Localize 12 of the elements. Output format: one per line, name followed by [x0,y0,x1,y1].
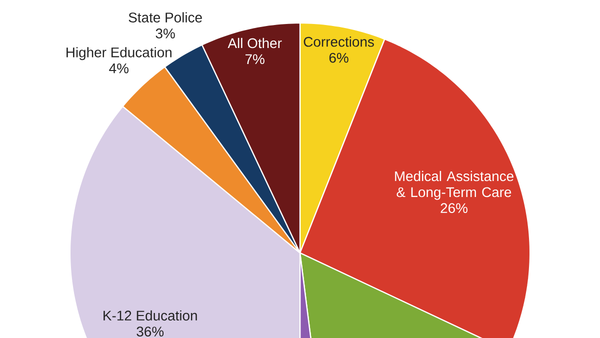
slice-label: Medical Assistance & Long-Term Care [395,170,514,200]
data-label: 4% [109,63,128,74]
slice-label: State Police [128,12,202,22]
data-label: 26% [440,203,468,214]
slice-label: All Other [228,38,282,48]
slice-label: Corrections [304,36,374,47]
data-label: 3% [156,28,175,38]
data-label: 6% [329,52,348,63]
slice-label: Higher Education [66,47,172,60]
slice-label: K-12 Education [104,310,197,321]
data-label: 36% [136,326,164,337]
data-label: 7% [245,54,264,64]
